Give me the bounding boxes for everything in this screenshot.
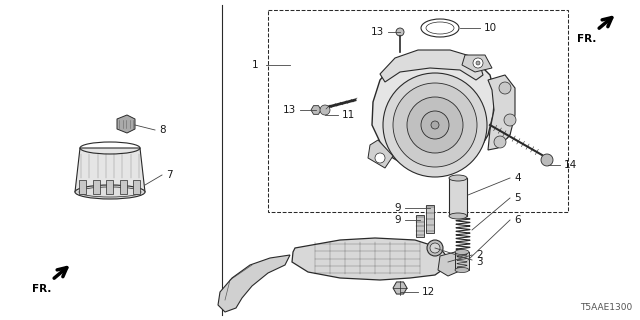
Text: 14: 14 [564, 160, 577, 170]
Text: 8: 8 [159, 125, 166, 135]
Ellipse shape [449, 213, 467, 219]
Circle shape [407, 97, 463, 153]
Polygon shape [488, 75, 515, 150]
Bar [268, 10, 568, 212]
Text: 9: 9 [394, 215, 401, 225]
Ellipse shape [449, 175, 467, 181]
Circle shape [383, 73, 487, 177]
Text: FR.: FR. [577, 34, 596, 44]
Polygon shape [311, 106, 321, 114]
Text: 7: 7 [166, 170, 173, 180]
Polygon shape [372, 55, 495, 170]
Bar [449, 178, 467, 216]
Polygon shape [75, 148, 145, 192]
Polygon shape [438, 252, 465, 276]
Circle shape [431, 121, 439, 129]
Circle shape [427, 240, 443, 256]
Circle shape [396, 28, 404, 36]
Text: 1: 1 [252, 60, 258, 70]
Bar [79, 180, 86, 194]
Polygon shape [462, 55, 492, 72]
Polygon shape [292, 238, 448, 280]
Circle shape [541, 154, 553, 166]
Circle shape [375, 153, 385, 163]
Bar [106, 180, 113, 194]
Polygon shape [380, 50, 483, 82]
Circle shape [494, 136, 506, 148]
Ellipse shape [79, 187, 141, 197]
Text: 9: 9 [394, 203, 401, 213]
Bar [93, 180, 99, 194]
Text: 2: 2 [476, 250, 483, 260]
Text: 6: 6 [514, 215, 520, 225]
Circle shape [393, 83, 477, 167]
Text: 4: 4 [514, 173, 520, 183]
Circle shape [421, 111, 449, 139]
Text: 11: 11 [342, 110, 355, 120]
Text: 3: 3 [476, 257, 483, 267]
Text: 5: 5 [514, 193, 520, 203]
Circle shape [430, 243, 440, 253]
Circle shape [504, 114, 516, 126]
Polygon shape [393, 282, 407, 294]
Ellipse shape [455, 268, 469, 273]
Circle shape [320, 105, 330, 115]
Ellipse shape [75, 185, 145, 199]
Text: 12: 12 [422, 287, 435, 297]
Bar [133, 180, 140, 194]
Ellipse shape [455, 250, 469, 254]
Bar [416, 215, 424, 237]
Text: T5AAE1300: T5AAE1300 [580, 303, 632, 312]
Circle shape [476, 61, 480, 65]
Bar [120, 180, 127, 194]
Text: 10: 10 [484, 23, 497, 33]
Bar [455, 252, 469, 270]
Text: 13: 13 [283, 105, 296, 115]
Polygon shape [117, 115, 135, 133]
Polygon shape [368, 140, 393, 168]
Polygon shape [218, 255, 290, 312]
Text: FR.: FR. [31, 284, 51, 294]
Circle shape [473, 58, 483, 68]
Text: 13: 13 [371, 27, 384, 37]
Bar [426, 205, 434, 233]
Circle shape [499, 82, 511, 94]
